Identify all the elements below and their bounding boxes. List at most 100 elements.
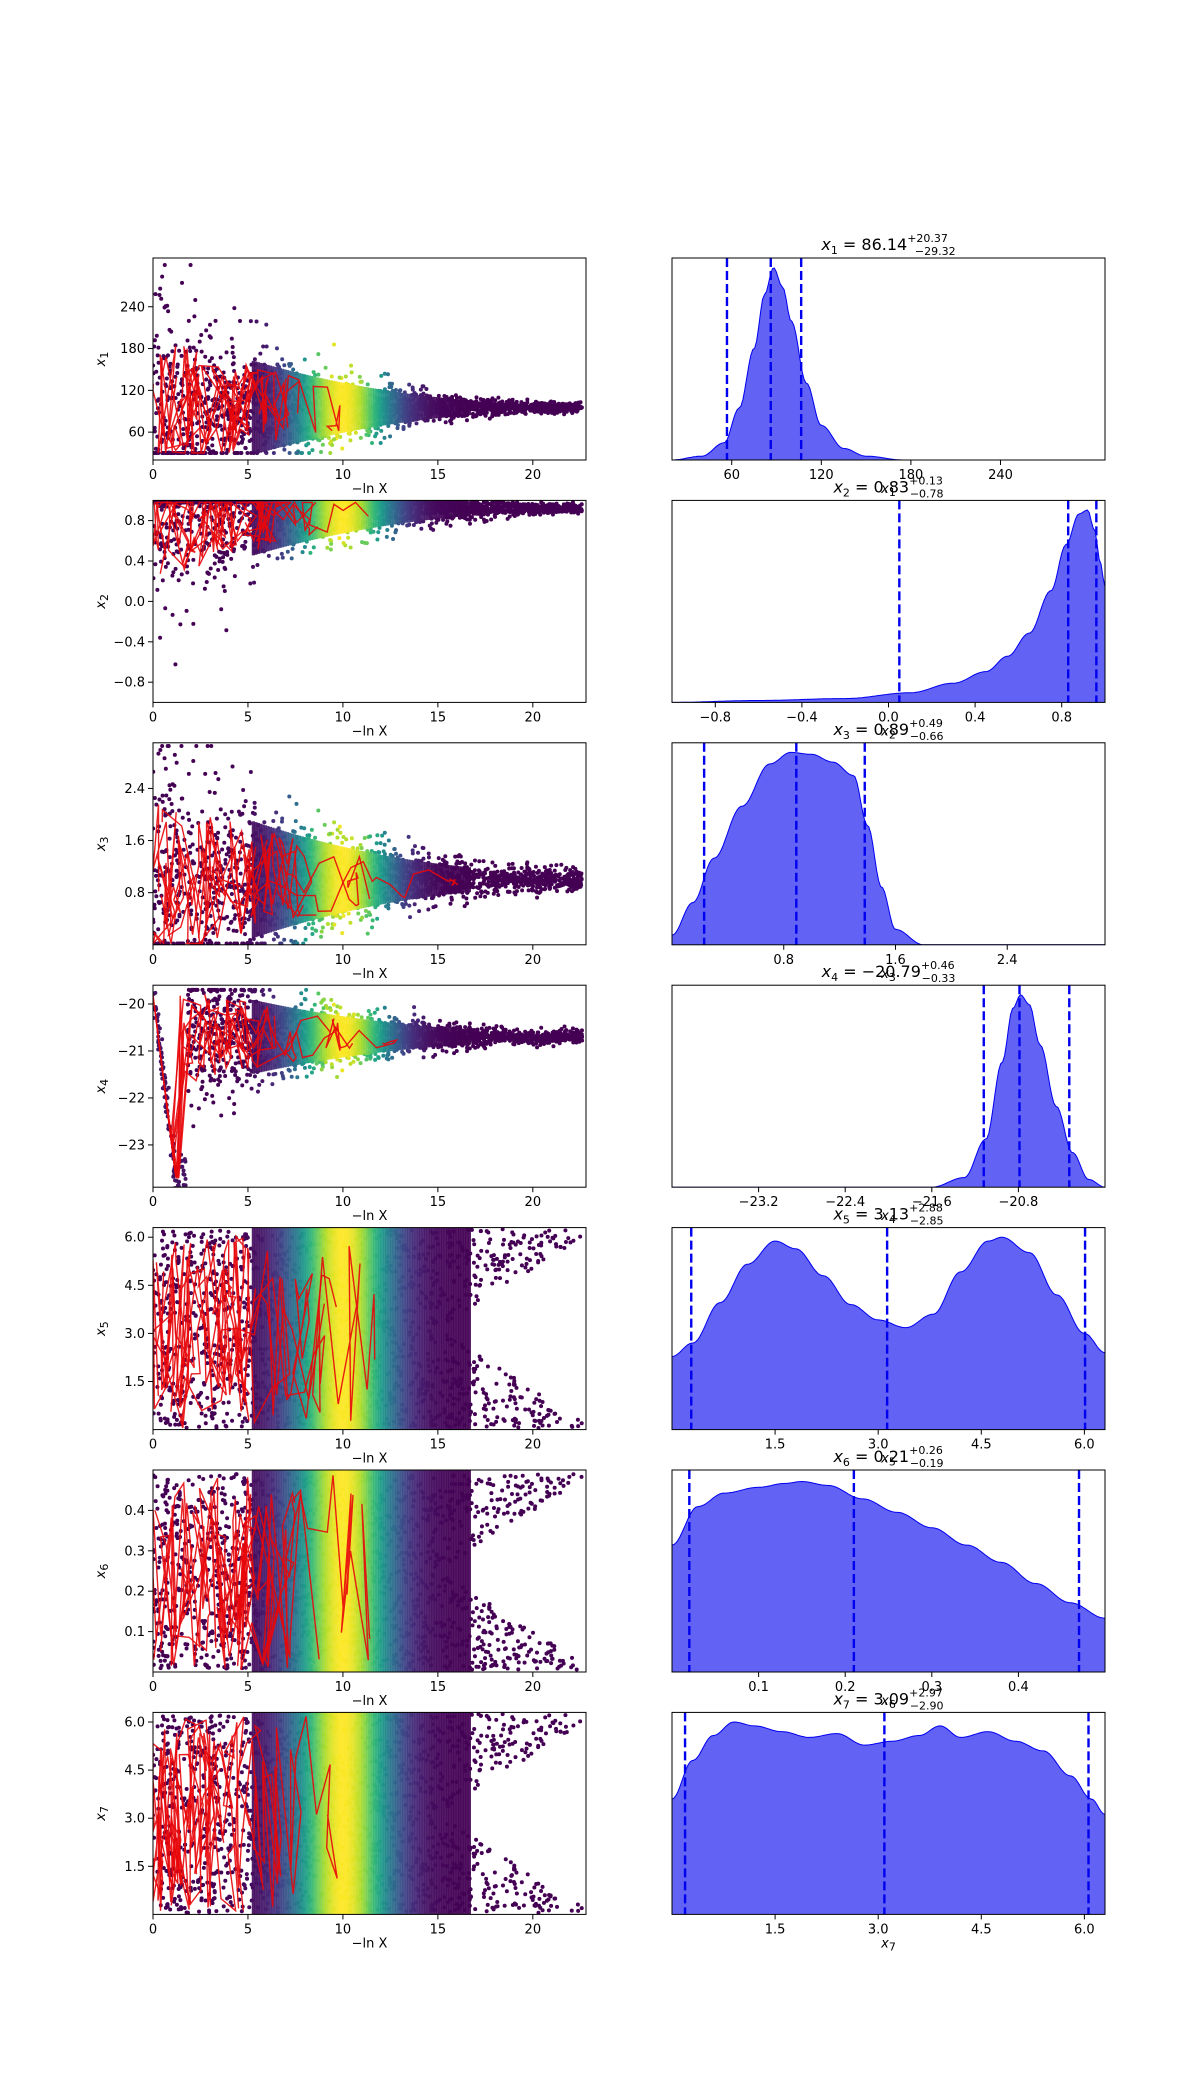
band-slice — [348, 384, 353, 432]
scatter-point — [370, 925, 375, 930]
scatter-point — [563, 867, 568, 872]
scatter-point — [167, 836, 172, 841]
band-slice — [305, 500, 309, 542]
scatter-point — [493, 500, 498, 505]
band-slice — [467, 400, 471, 416]
scatter-point — [232, 916, 237, 921]
scatter-point — [185, 338, 190, 343]
band-slice — [443, 398, 447, 418]
scatter-point — [310, 448, 315, 453]
scatter-point — [375, 833, 380, 838]
scatter-point — [436, 393, 441, 398]
band-slice — [266, 364, 270, 451]
band-slice — [319, 378, 323, 438]
band-slice — [377, 389, 382, 427]
scatter-point — [222, 840, 227, 845]
band-slice — [431, 396, 435, 419]
scatter-point — [542, 865, 547, 870]
band-slice — [421, 395, 425, 420]
band-slice — [356, 385, 360, 430]
scatter-point — [366, 910, 371, 915]
scatter-point — [170, 349, 175, 354]
band-slice — [385, 500, 389, 526]
scatter-point — [507, 398, 512, 403]
band-slice — [404, 393, 408, 423]
band-slice — [377, 500, 382, 527]
band-slice — [462, 399, 467, 416]
scatter-point — [346, 431, 351, 436]
scatter-point — [192, 314, 197, 319]
scatter-point — [371, 529, 376, 534]
scatter-point — [229, 556, 234, 561]
scatter-point — [169, 538, 174, 543]
scatter-point — [530, 403, 535, 408]
scatter-point — [341, 540, 346, 545]
scatter-point — [493, 863, 498, 868]
band-slice — [431, 500, 435, 520]
band-slice — [317, 377, 321, 438]
scatter-point — [282, 363, 287, 368]
scatter-point — [311, 545, 316, 550]
scatter-point — [264, 344, 269, 349]
x-axis-label: x2 — [880, 724, 896, 741]
scatter-point — [475, 891, 480, 896]
band-slice — [443, 500, 447, 519]
scatter-point — [233, 835, 238, 840]
band-slice — [390, 500, 394, 525]
scatter-point — [154, 333, 159, 338]
band-slice — [351, 384, 355, 431]
band-slice — [402, 393, 406, 423]
scatter-point — [171, 570, 176, 575]
scatter-point — [177, 808, 182, 813]
scatter-point — [429, 521, 434, 526]
scatter-point — [527, 512, 532, 517]
scatter-point — [562, 412, 567, 417]
scatter-point — [532, 406, 537, 411]
band-slice — [441, 500, 445, 519]
chain-trace-line — [157, 346, 270, 454]
scatter-point — [497, 502, 502, 507]
scatter-point — [280, 357, 285, 362]
band-slice — [448, 398, 452, 417]
scatter-point — [181, 432, 186, 437]
scatter-point — [320, 442, 325, 447]
scatter-point — [160, 744, 165, 749]
band-slice — [251, 500, 255, 556]
scatter-point — [179, 353, 184, 358]
scatter-point — [239, 451, 244, 456]
scatter-point — [382, 830, 387, 835]
x-axis-label: −ln X — [352, 724, 388, 739]
y-axis-label: x2 — [94, 594, 111, 610]
scatter-point — [209, 744, 214, 749]
chain-trace-line — [156, 500, 291, 552]
scatter-point — [168, 361, 173, 366]
band-slice — [433, 397, 437, 419]
scatter-point — [316, 808, 321, 813]
scatter-point — [502, 501, 507, 506]
scatter-point — [528, 407, 533, 412]
scatter-point — [248, 581, 253, 586]
band-slice — [414, 500, 418, 522]
scatter-point — [206, 366, 211, 371]
band-slice — [256, 500, 260, 554]
posterior-title: x1 = 86.14+20.37 −29.32 — [820, 232, 955, 258]
band-slice — [419, 500, 423, 521]
x-ticks: 60 120 180 240 — [723, 460, 1013, 483]
scatter-point — [481, 508, 486, 513]
scatter-point — [230, 350, 235, 355]
band-slice — [326, 500, 331, 537]
scatter-point — [271, 937, 276, 942]
scatter-point — [492, 513, 497, 518]
band-slice — [339, 382, 343, 434]
scatter-point — [393, 530, 398, 535]
scatter-point — [474, 395, 479, 400]
scatter-point — [280, 555, 285, 560]
scatter-point — [376, 530, 381, 535]
scatter-point — [187, 817, 192, 822]
scatter-point — [302, 357, 307, 362]
band-slice — [392, 500, 396, 525]
scatter-point — [274, 810, 279, 815]
band-slice — [407, 393, 411, 422]
scatter-point — [207, 790, 212, 795]
plot-area — [672, 258, 1105, 460]
